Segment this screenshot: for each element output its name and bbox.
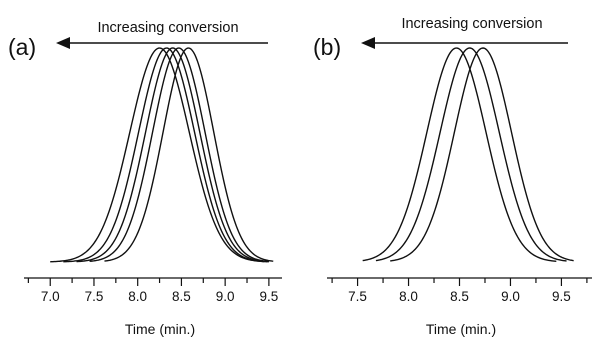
panel-a-series-2-curve bbox=[63, 47, 269, 263]
panel-b-arrowhead-icon bbox=[361, 37, 375, 49]
panel-b-tick-label: 9.0 bbox=[501, 289, 520, 304]
panel-a-curves bbox=[50, 47, 274, 263]
panel-a-x-axis-label: Time (min.) bbox=[125, 321, 195, 337]
panel-a-series-5-curve bbox=[104, 47, 274, 262]
panel-b: (b) Increasing conversion 7.5 8.0 8.5 9.0 9.… bbox=[313, 16, 592, 337]
panel-a-tick-label: 7.0 bbox=[41, 289, 60, 304]
panel-a-tick-label: 9.0 bbox=[216, 289, 235, 304]
panel-a-tick-label: 9.5 bbox=[259, 289, 278, 304]
panel-a-tick-label: 7.5 bbox=[85, 289, 104, 304]
panel-b-series-3-curve bbox=[390, 47, 574, 262]
panel-b-series-1-curve bbox=[362, 47, 557, 262]
panel-a-tick-label: 8.5 bbox=[172, 289, 191, 304]
panel-a-series-3-curve bbox=[76, 47, 268, 263]
panel-a-annotation: Increasing conversion bbox=[97, 20, 238, 36]
panel-a-series-1-curve bbox=[50, 47, 265, 263]
panel-b-label: (b) bbox=[313, 34, 341, 60]
panel-b-series-2-curve bbox=[375, 47, 567, 262]
panel-a-arrowhead-icon bbox=[56, 37, 70, 49]
panel-b-tick-label: 8.0 bbox=[399, 289, 418, 304]
panel-b-tick-label: 7.5 bbox=[348, 289, 367, 304]
panel-b-x-axis-label: Time (min.) bbox=[426, 321, 496, 337]
panel-a-tick-label: 8.0 bbox=[128, 289, 147, 304]
panel-a-label: (a) bbox=[8, 34, 36, 60]
panel-a-ticks: 7.0 7.5 8.0 8.5 9.0 9.5 bbox=[27, 278, 278, 304]
panel-a: (a) Increasing conversion 7.0 7.5 8.0 8.5 9.… bbox=[8, 20, 282, 337]
panel-b-curves bbox=[362, 47, 574, 262]
panel-b-ticks: 7.5 8.0 8.5 9.0 9.5 bbox=[331, 278, 588, 304]
panel-a-series-4-curve bbox=[89, 47, 269, 263]
panel-b-tick-label: 8.5 bbox=[450, 289, 469, 304]
panel-b-annotation: Increasing conversion bbox=[401, 16, 542, 32]
panel-b-tick-label: 9.5 bbox=[552, 289, 571, 304]
